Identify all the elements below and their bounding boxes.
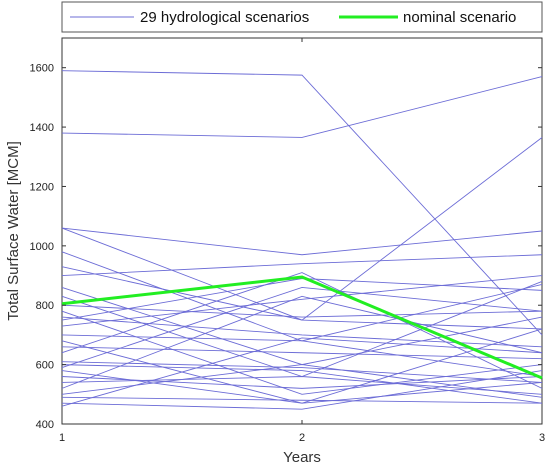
scenario-line-2 xyxy=(61,76,543,138)
y-tick-label: 1200 xyxy=(30,181,54,193)
y-tick-label: 800 xyxy=(36,300,54,312)
scenario-line-19 xyxy=(61,361,543,383)
scenario-line-6 xyxy=(61,266,543,330)
x-tick-label: 1 xyxy=(59,432,65,444)
x-tick-label: 3 xyxy=(539,432,545,444)
scenario-line-21 xyxy=(61,286,543,369)
scenario-line-10 xyxy=(61,304,543,318)
y-tick-label: 1600 xyxy=(30,63,54,75)
scenario-line-15 xyxy=(61,334,543,377)
legend-label-scenarios: 29 hydrological scenarios xyxy=(140,9,309,26)
scenario-line-14 xyxy=(61,275,543,327)
scenario-line-28 xyxy=(61,370,543,410)
y-axis: 400 600 800 1000 1200 1400 1600 xyxy=(30,63,542,431)
scenario-line-24 xyxy=(61,376,543,395)
scenario-line-7 xyxy=(61,254,543,276)
y-tick-label: 400 xyxy=(36,419,54,431)
legend-box xyxy=(61,1,543,33)
scenario-line-26 xyxy=(61,364,543,398)
y-tick-label: 1400 xyxy=(30,122,54,134)
scenario-line-17 xyxy=(61,346,543,360)
scenario-line-25 xyxy=(61,295,543,389)
nominal-line xyxy=(61,275,543,380)
y-axis-label: Total Surface Water [MCM] xyxy=(5,141,22,321)
scenario-line-11 xyxy=(61,310,543,395)
scenario-line-22 xyxy=(61,370,543,404)
x-axis-label: Years xyxy=(283,449,321,466)
scenario-line-29 xyxy=(61,337,543,407)
scenario-line-27 xyxy=(61,396,543,404)
legend-label-nominal: nominal scenario xyxy=(403,9,516,26)
x-axis: 1 2 3 xyxy=(59,38,545,444)
series-layer xyxy=(61,70,543,410)
y-tick-label: 1000 xyxy=(30,241,54,253)
x-tick-label: 2 xyxy=(299,432,305,444)
scenario-line-1 xyxy=(61,70,543,336)
scenario-line-4 xyxy=(61,137,543,321)
scenario-line-20 xyxy=(61,364,543,404)
scenario-line-12 xyxy=(61,316,543,348)
legend: 29 hydrological scenarios nominal scenar… xyxy=(61,1,543,33)
scenario-line-18 xyxy=(61,272,543,389)
y-tick-label: 600 xyxy=(36,360,54,372)
scenario-line-3 xyxy=(61,227,543,256)
